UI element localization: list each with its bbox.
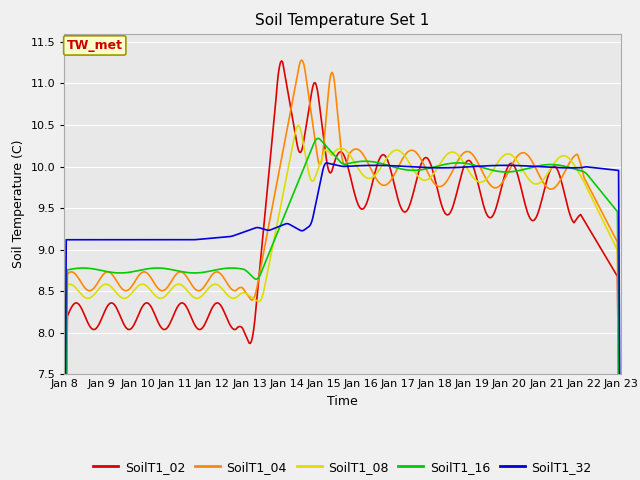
Title: Soil Temperature Set 1: Soil Temperature Set 1 xyxy=(255,13,429,28)
Y-axis label: Soil Temperature (C): Soil Temperature (C) xyxy=(12,140,25,268)
X-axis label: Time: Time xyxy=(327,395,358,408)
Text: TW_met: TW_met xyxy=(67,39,123,52)
Legend: SoilT1_02, SoilT1_04, SoilT1_08, SoilT1_16, SoilT1_32: SoilT1_02, SoilT1_04, SoilT1_08, SoilT1_… xyxy=(88,456,596,479)
